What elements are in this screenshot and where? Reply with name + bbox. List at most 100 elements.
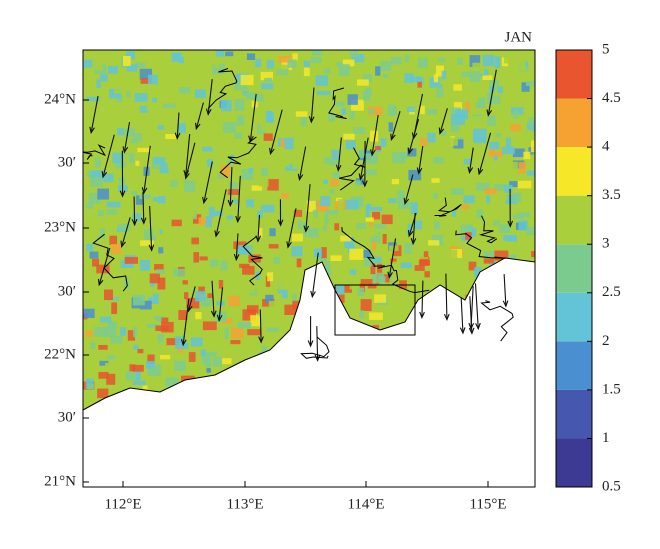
texture-cell <box>375 146 381 150</box>
texture-cell <box>531 140 537 152</box>
texture-cell <box>270 163 277 171</box>
texture-cell <box>164 93 172 103</box>
texture-cell <box>90 342 95 349</box>
texture-cell <box>341 108 346 115</box>
texture-cell <box>534 214 544 219</box>
texture-cell <box>450 138 458 146</box>
texture-cell <box>135 161 139 166</box>
texture-cell <box>195 291 205 301</box>
lat-tick-label: 30′ <box>58 154 76 170</box>
texture-cell <box>160 300 169 311</box>
texture-cell <box>170 180 177 187</box>
texture-cell <box>312 50 322 55</box>
texture-cell <box>507 162 518 172</box>
texture-cell <box>88 383 94 389</box>
texture-cell <box>105 363 113 370</box>
texture-cell <box>261 124 273 131</box>
texture-cell <box>111 244 121 254</box>
texture-cell <box>269 244 279 248</box>
texture-cell <box>273 279 285 290</box>
texture-cell <box>414 221 422 230</box>
texture-cell <box>450 153 458 161</box>
texture-cell <box>86 244 93 251</box>
texture-cell <box>117 128 124 135</box>
texture-cell <box>111 336 122 343</box>
texture-cell <box>389 122 393 132</box>
texture-cell <box>431 178 439 183</box>
texture-cell <box>124 128 135 136</box>
texture-cell <box>286 77 299 82</box>
texture-cell <box>523 152 530 159</box>
texture-cell <box>247 305 259 313</box>
colorbar-segment <box>556 50 592 99</box>
texture-cell <box>133 295 145 306</box>
texture-cell <box>359 310 364 318</box>
texture-cell <box>433 157 444 163</box>
texture-cell <box>214 117 219 125</box>
texture-cell <box>283 158 289 166</box>
texture-cell <box>223 122 236 133</box>
texture-cell <box>349 111 354 119</box>
texture-cell <box>297 258 302 267</box>
texture-cell <box>247 287 255 293</box>
texture-cell <box>350 269 356 274</box>
texture-cell <box>153 197 160 201</box>
texture-cell <box>510 124 521 131</box>
texture-cell <box>526 81 538 86</box>
texture-cell <box>157 316 162 321</box>
texture-cell <box>292 161 297 168</box>
texture-cell <box>315 75 328 85</box>
texture-cell <box>464 159 471 165</box>
texture-cell <box>489 142 499 150</box>
texture-cell <box>264 78 272 82</box>
texture-cell <box>160 163 168 173</box>
texture-cell <box>262 186 267 198</box>
colorbar-segment <box>556 244 592 293</box>
texture-cell <box>518 181 532 189</box>
texture-cell <box>161 318 168 323</box>
texture-cell <box>191 337 203 346</box>
map-area <box>80 50 545 487</box>
texture-cell <box>420 106 425 114</box>
texture-cell <box>269 228 275 236</box>
texture-cell <box>396 89 401 98</box>
texture-cell <box>175 194 181 201</box>
texture-cell <box>237 115 244 125</box>
texture-cell <box>442 71 447 80</box>
texture-cell <box>356 223 366 229</box>
texture-cell <box>120 327 126 336</box>
texture-cell <box>464 195 475 203</box>
texture-cell <box>323 226 328 231</box>
texture-cell <box>247 53 255 60</box>
texture-cell <box>485 188 497 194</box>
colorbar-tick-label: 5 <box>602 41 610 57</box>
texture-cell <box>311 57 322 63</box>
texture-cell <box>329 189 334 194</box>
texture-cell <box>499 224 510 233</box>
texture-cell <box>493 220 500 225</box>
texture-cell <box>328 214 340 223</box>
texture-cell <box>353 127 365 134</box>
texture-cell <box>87 202 94 208</box>
texture-cell <box>368 109 375 113</box>
texture-cell <box>195 312 201 319</box>
texture-cell <box>184 292 188 299</box>
texture-cell <box>482 75 492 80</box>
texture-cell <box>365 169 376 175</box>
texture-cell <box>291 246 302 256</box>
texture-cell <box>343 134 354 140</box>
texture-cell <box>416 76 420 82</box>
texture-cell <box>111 302 117 314</box>
texture-cell <box>370 93 377 102</box>
texture-cell <box>195 89 206 97</box>
texture-cell <box>467 123 477 129</box>
texture-cell <box>154 51 162 57</box>
texture-cell <box>453 84 462 90</box>
texture-cell <box>255 59 261 68</box>
texture-cell <box>533 153 541 163</box>
texture-cell <box>152 98 157 103</box>
texture-cell <box>158 247 163 253</box>
texture-cell <box>422 201 427 207</box>
texture-cell <box>205 216 211 227</box>
texture-cell <box>247 329 261 335</box>
